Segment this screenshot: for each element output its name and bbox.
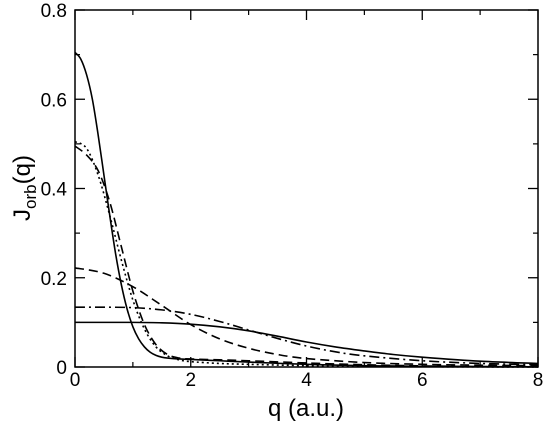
y-axis-label: Jorb(q) (9, 155, 40, 221)
y-axis-label-suffix: (q) (9, 155, 36, 184)
y-tick-label: 0 (56, 358, 67, 379)
series-line-1 (74, 51, 539, 368)
x-axis-label: q (a.u.) (268, 395, 344, 422)
x-tick-label: 8 (533, 370, 544, 391)
tick-labels: 0 2 4 6 8 0 0.2 0.4 0.6 0.8 (41, 1, 544, 391)
series-line-3 (74, 145, 539, 368)
series-line-2 (74, 140, 539, 368)
series-line-4 (74, 267, 539, 367)
y-tick-label: 0.6 (41, 90, 67, 111)
x-tick-label: 2 (185, 370, 196, 391)
y-tick-label: 0.4 (41, 180, 68, 201)
y-axis-label-sub: orb (21, 184, 40, 209)
series-group (74, 51, 539, 368)
x-tick-label: 0 (70, 370, 81, 391)
plot-frame (74, 9, 539, 368)
y-tick-label: 0.8 (41, 1, 67, 22)
axis-ticks (74, 9, 539, 368)
x-tick-label: 4 (301, 370, 312, 391)
y-tick-label: 0.2 (41, 269, 67, 290)
series-line-5 (74, 306, 539, 366)
x-tick-label: 6 (417, 370, 428, 391)
y-axis-label-main: J (9, 209, 36, 221)
series-line-6 (75, 321, 539, 365)
